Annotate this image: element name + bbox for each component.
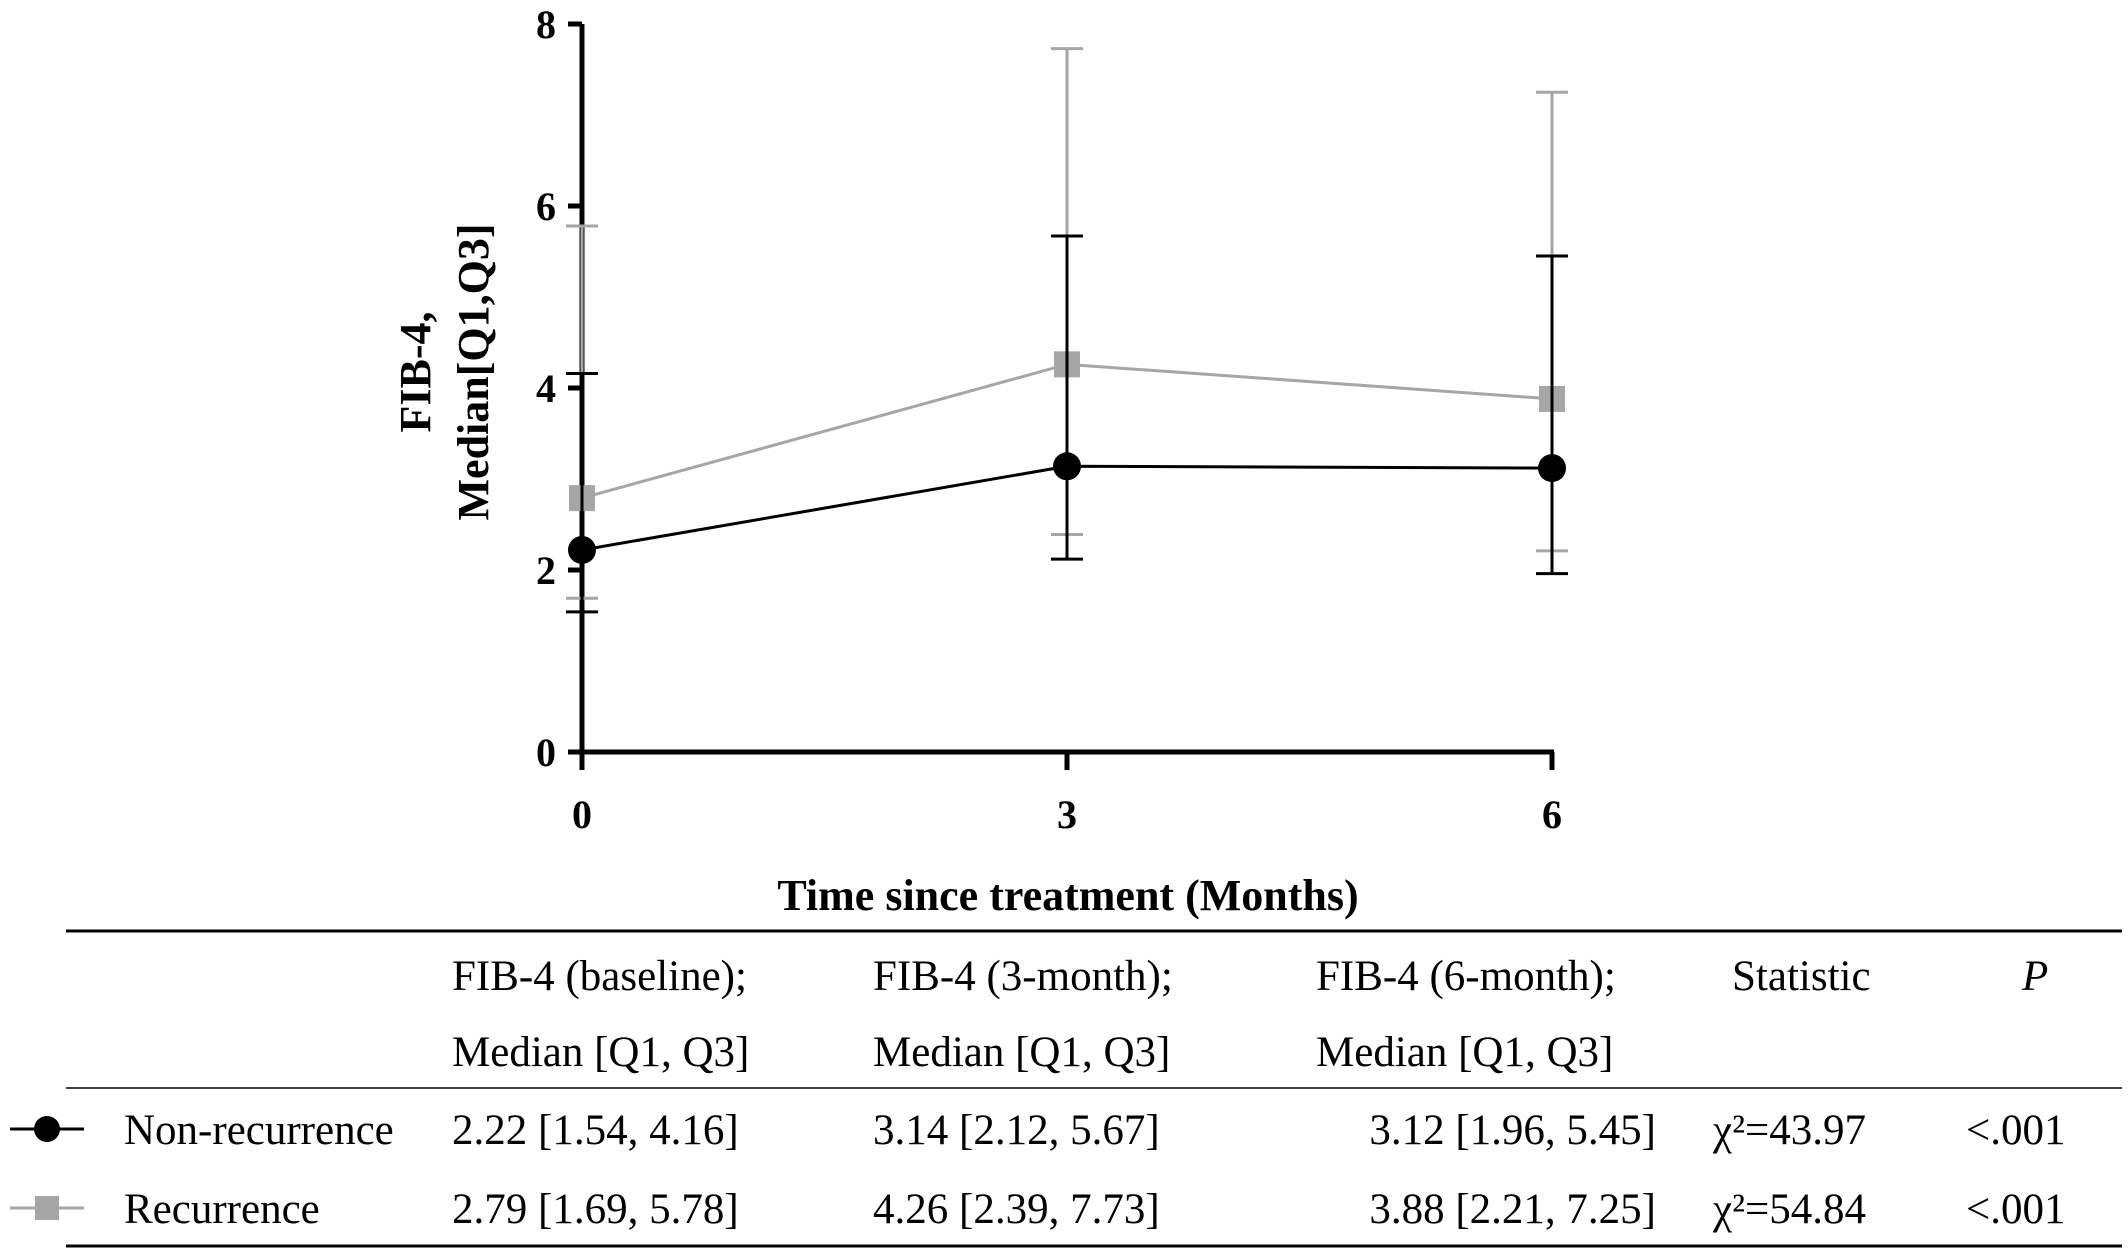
y-tick-label: 0: [536, 730, 556, 775]
cell-6month: 3.12 [1.96, 5.45]: [1369, 1107, 1656, 1154]
cell-p: <.001: [1966, 1107, 2066, 1154]
cell-baseline: 2.22 [1.54, 4.16]: [452, 1107, 739, 1154]
data-point-non-recurrence: [568, 535, 596, 564]
cell-baseline: 2.79 [1.69, 5.78]: [452, 1186, 739, 1233]
header-statistic: Statistic: [1732, 953, 1871, 1000]
header-baseline: FIB-4 (baseline);: [452, 953, 747, 1000]
y-axis-title-line2: Median[Q1,Q3]: [449, 224, 498, 521]
y-tick-label: 8: [536, 2, 556, 47]
y-axis-title-line1: FIB-4,: [391, 312, 440, 433]
header-baseline-sub: Median [Q1, Q3]: [452, 1029, 749, 1076]
series-non-recurrence: [566, 234, 1568, 614]
table-row: Recurrence 2.79 [1.69, 5.78] 4.26 [2.39,…: [10, 1186, 2066, 1233]
y-tick-label: 6: [536, 184, 556, 229]
cell-statistic: χ²=54.84: [1712, 1186, 1866, 1233]
legend-marker-nonrecurrence: [34, 1116, 60, 1142]
cell-p: <.001: [1966, 1186, 2066, 1233]
cell-3month: 4.26 [2.39, 7.73]: [873, 1186, 1160, 1233]
legend-marker-recurrence: [35, 1196, 59, 1220]
row-label-recurrence: Recurrence: [124, 1186, 320, 1233]
x-tick-label: 6: [1542, 792, 1562, 837]
cell-3month: 3.14 [2.12, 5.67]: [873, 1107, 1160, 1154]
row-label-nonrecurrence: Non-recurrence: [124, 1107, 394, 1154]
cell-6month: 3.88 [2.21, 7.25]: [1369, 1186, 1656, 1233]
data-point-non-recurrence: [1538, 454, 1566, 483]
x-tick-label: 0: [572, 792, 592, 837]
header-3month: FIB-4 (3-month);: [873, 953, 1173, 1000]
y-tick-label: 2: [536, 548, 556, 593]
table-header: FIB-4 (baseline); Median [Q1, Q3] FIB-4 …: [452, 953, 2048, 1076]
header-3month-sub: Median [Q1, Q3]: [873, 1029, 1170, 1076]
y-tick-label: 4: [536, 366, 556, 411]
header-6month: FIB-4 (6-month);: [1316, 953, 1616, 1000]
table-row: Non-recurrence 2.22 [1.54, 4.16] 3.14 [2…: [10, 1107, 2066, 1154]
x-tick-label: 3: [1057, 792, 1077, 837]
cell-statistic: χ²=43.97: [1712, 1107, 1866, 1154]
data-point-non-recurrence: [1053, 452, 1081, 481]
x-axis-title: Time since treatment (Months): [777, 871, 1358, 920]
header-6month-sub: Median [Q1, Q3]: [1316, 1029, 1613, 1076]
header-p: P: [2021, 953, 2048, 1000]
plot-area: 0 2 4 6 8 0 3 6: [536, 2, 1568, 837]
